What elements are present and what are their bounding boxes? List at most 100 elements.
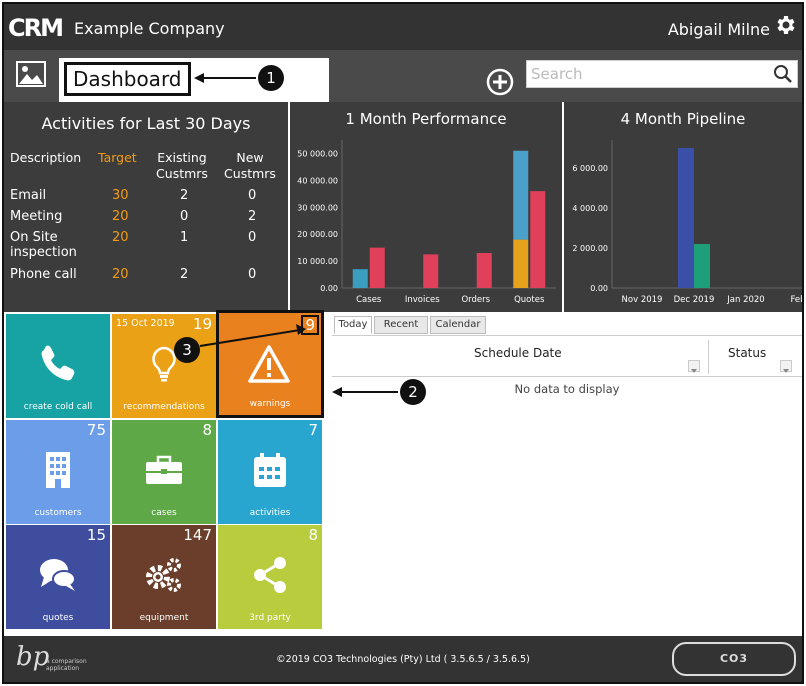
column-divider [708, 340, 709, 374]
y-tick-label: 10 000.00 [297, 257, 338, 266]
image-icon[interactable] [16, 61, 46, 87]
activities-title: Activities for Last 30 Days [41, 114, 251, 133]
bar [694, 244, 710, 288]
row-desc: On Site inspection [10, 230, 77, 260]
arrow-1-head [194, 73, 204, 83]
x-tick-label: Jan 2020 [726, 295, 764, 305]
y-tick-label: 50 000.00 [297, 149, 338, 158]
chevron-down-icon [691, 369, 697, 373]
bp-logo: bp a comparison application [10, 640, 100, 678]
row-existing: 0 [180, 209, 189, 224]
tile-label: recommendations [123, 402, 205, 412]
top-bar: CRM Example Company Abigail Milne [4, 4, 802, 50]
pipeline-panel: 4 Month Pipeline 0.00 2 000.00 4 000.00 6 0… [564, 102, 802, 312]
y-tick-label: 4 000.00 [572, 204, 608, 213]
tile-quotes[interactable]: 15 quotes [6, 525, 110, 629]
company-name: Example Company [74, 19, 225, 38]
x-tick-label: Cases [356, 295, 382, 305]
tab-calendar[interactable]: Calendar [430, 316, 486, 334]
tile-label: activities [249, 508, 291, 518]
row-desc: Meeting [10, 209, 63, 224]
tile-label: cases [151, 508, 177, 518]
tile-equipment[interactable]: 147 equipment [112, 525, 216, 629]
col-new: New Custmrs [220, 150, 280, 182]
schedule-filter-button[interactable] [688, 360, 700, 373]
row-desc-line1: On Site [10, 230, 58, 245]
tile-recommendations[interactable]: 15 Oct 2019 19 recommendations [112, 314, 216, 418]
y-tick-label: 40 000.00 [297, 176, 338, 185]
tile-count: 75 [86, 421, 106, 439]
tile-label: 3rd party [249, 613, 291, 623]
schedule-grid-header: Schedule Date Status [332, 335, 802, 377]
tile-count: 7 [308, 421, 318, 439]
x-tick-label: Feb [790, 295, 802, 305]
bar [513, 239, 529, 288]
empty-message: No data to display [514, 382, 620, 396]
gears-icon [146, 558, 181, 592]
tile-count: 8 [308, 526, 318, 544]
annotation-layer [194, 73, 398, 397]
callout-2: 2 [400, 379, 426, 405]
chevron-down-icon [783, 369, 789, 373]
tab-recent[interactable]: Recent [374, 316, 428, 334]
y-tick-label: 2 000.00 [572, 244, 608, 253]
tile-cases[interactable]: 8 cases [112, 420, 216, 524]
add-icon[interactable] [486, 68, 514, 96]
row-desc-line2: inspection [10, 245, 77, 260]
tile-warnings[interactable]: 9 warnings [216, 310, 324, 418]
pipeline-chart: 0.00 2 000.00 4 000.00 6 000.00 Nov 2019 Dec … [572, 140, 802, 305]
bar [476, 253, 492, 288]
search-icon[interactable] [773, 64, 793, 84]
y-tick-label: 20 000.00 [297, 230, 338, 239]
bp-logo-tagline: a comparison application [46, 658, 87, 672]
row-existing: 2 [180, 267, 189, 282]
bar [369, 247, 385, 288]
y-tick-label: 30 000.00 [297, 203, 338, 212]
y-tick-label: 0.00 [590, 284, 608, 293]
performance-panel: 1 Month Performance 0.00 10 000.00 20 000.… [290, 102, 562, 312]
status-filter-button[interactable] [780, 360, 792, 373]
tile-3rd-party[interactable]: 8 3rd party [218, 525, 322, 629]
warning-icon [248, 345, 290, 383]
x-tick-label: Orders [461, 295, 490, 305]
phone-icon [41, 345, 75, 381]
row-new: 0 [248, 230, 257, 245]
tab-today[interactable]: Today [334, 316, 372, 334]
performance-chart: 0.00 10 000.00 20 000.00 30 000.00 40 000.00… [297, 140, 556, 305]
chat-icon [40, 559, 76, 591]
tile-create-cold-call[interactable]: create cold call [6, 314, 110, 418]
activities-panel: Activities for Last 30 Days Description … [4, 102, 288, 312]
row-existing: 2 [180, 188, 189, 203]
col-target: Target [98, 150, 137, 165]
col-schedule-date[interactable]: Schedule Date [474, 346, 562, 360]
arrow-3 [199, 329, 301, 347]
col-status[interactable]: Status [728, 346, 767, 360]
crm-logo[interactable]: CRM [8, 14, 64, 42]
bar [678, 148, 694, 288]
toolbar: Dashboard Search [4, 50, 802, 102]
building-icon [46, 452, 70, 488]
user-name[interactable]: Abigail Milne [667, 20, 770, 39]
row-new: 0 [248, 188, 257, 203]
row-desc: Email [10, 188, 47, 203]
gear-icon[interactable] [774, 13, 798, 37]
performance-title: 1 Month Performance [345, 110, 507, 128]
tile-count: 9 [301, 315, 319, 335]
bar [352, 269, 368, 288]
col-existing-line1: Existing [157, 150, 207, 165]
share-icon [254, 557, 286, 593]
copyright: ©2019 CO3 Technologies (Pty) Ltd ( 3.5.6… [276, 654, 530, 665]
tile-label: equipment [139, 613, 189, 623]
briefcase-icon [146, 455, 182, 484]
page-title-box: Dashboard [59, 58, 329, 102]
y-tick-label: 0.00 [320, 284, 338, 293]
bar [513, 150, 529, 240]
row-existing: 1 [180, 230, 189, 245]
col-existing-line2: Custmrs [156, 166, 208, 181]
tile-activities[interactable]: 7 activities [218, 420, 322, 524]
tile-customers[interactable]: 75 customers [6, 420, 110, 524]
tile-count: 19 [192, 315, 212, 333]
search-input[interactable]: Search [526, 60, 798, 88]
col-new-line1: New [236, 150, 264, 165]
